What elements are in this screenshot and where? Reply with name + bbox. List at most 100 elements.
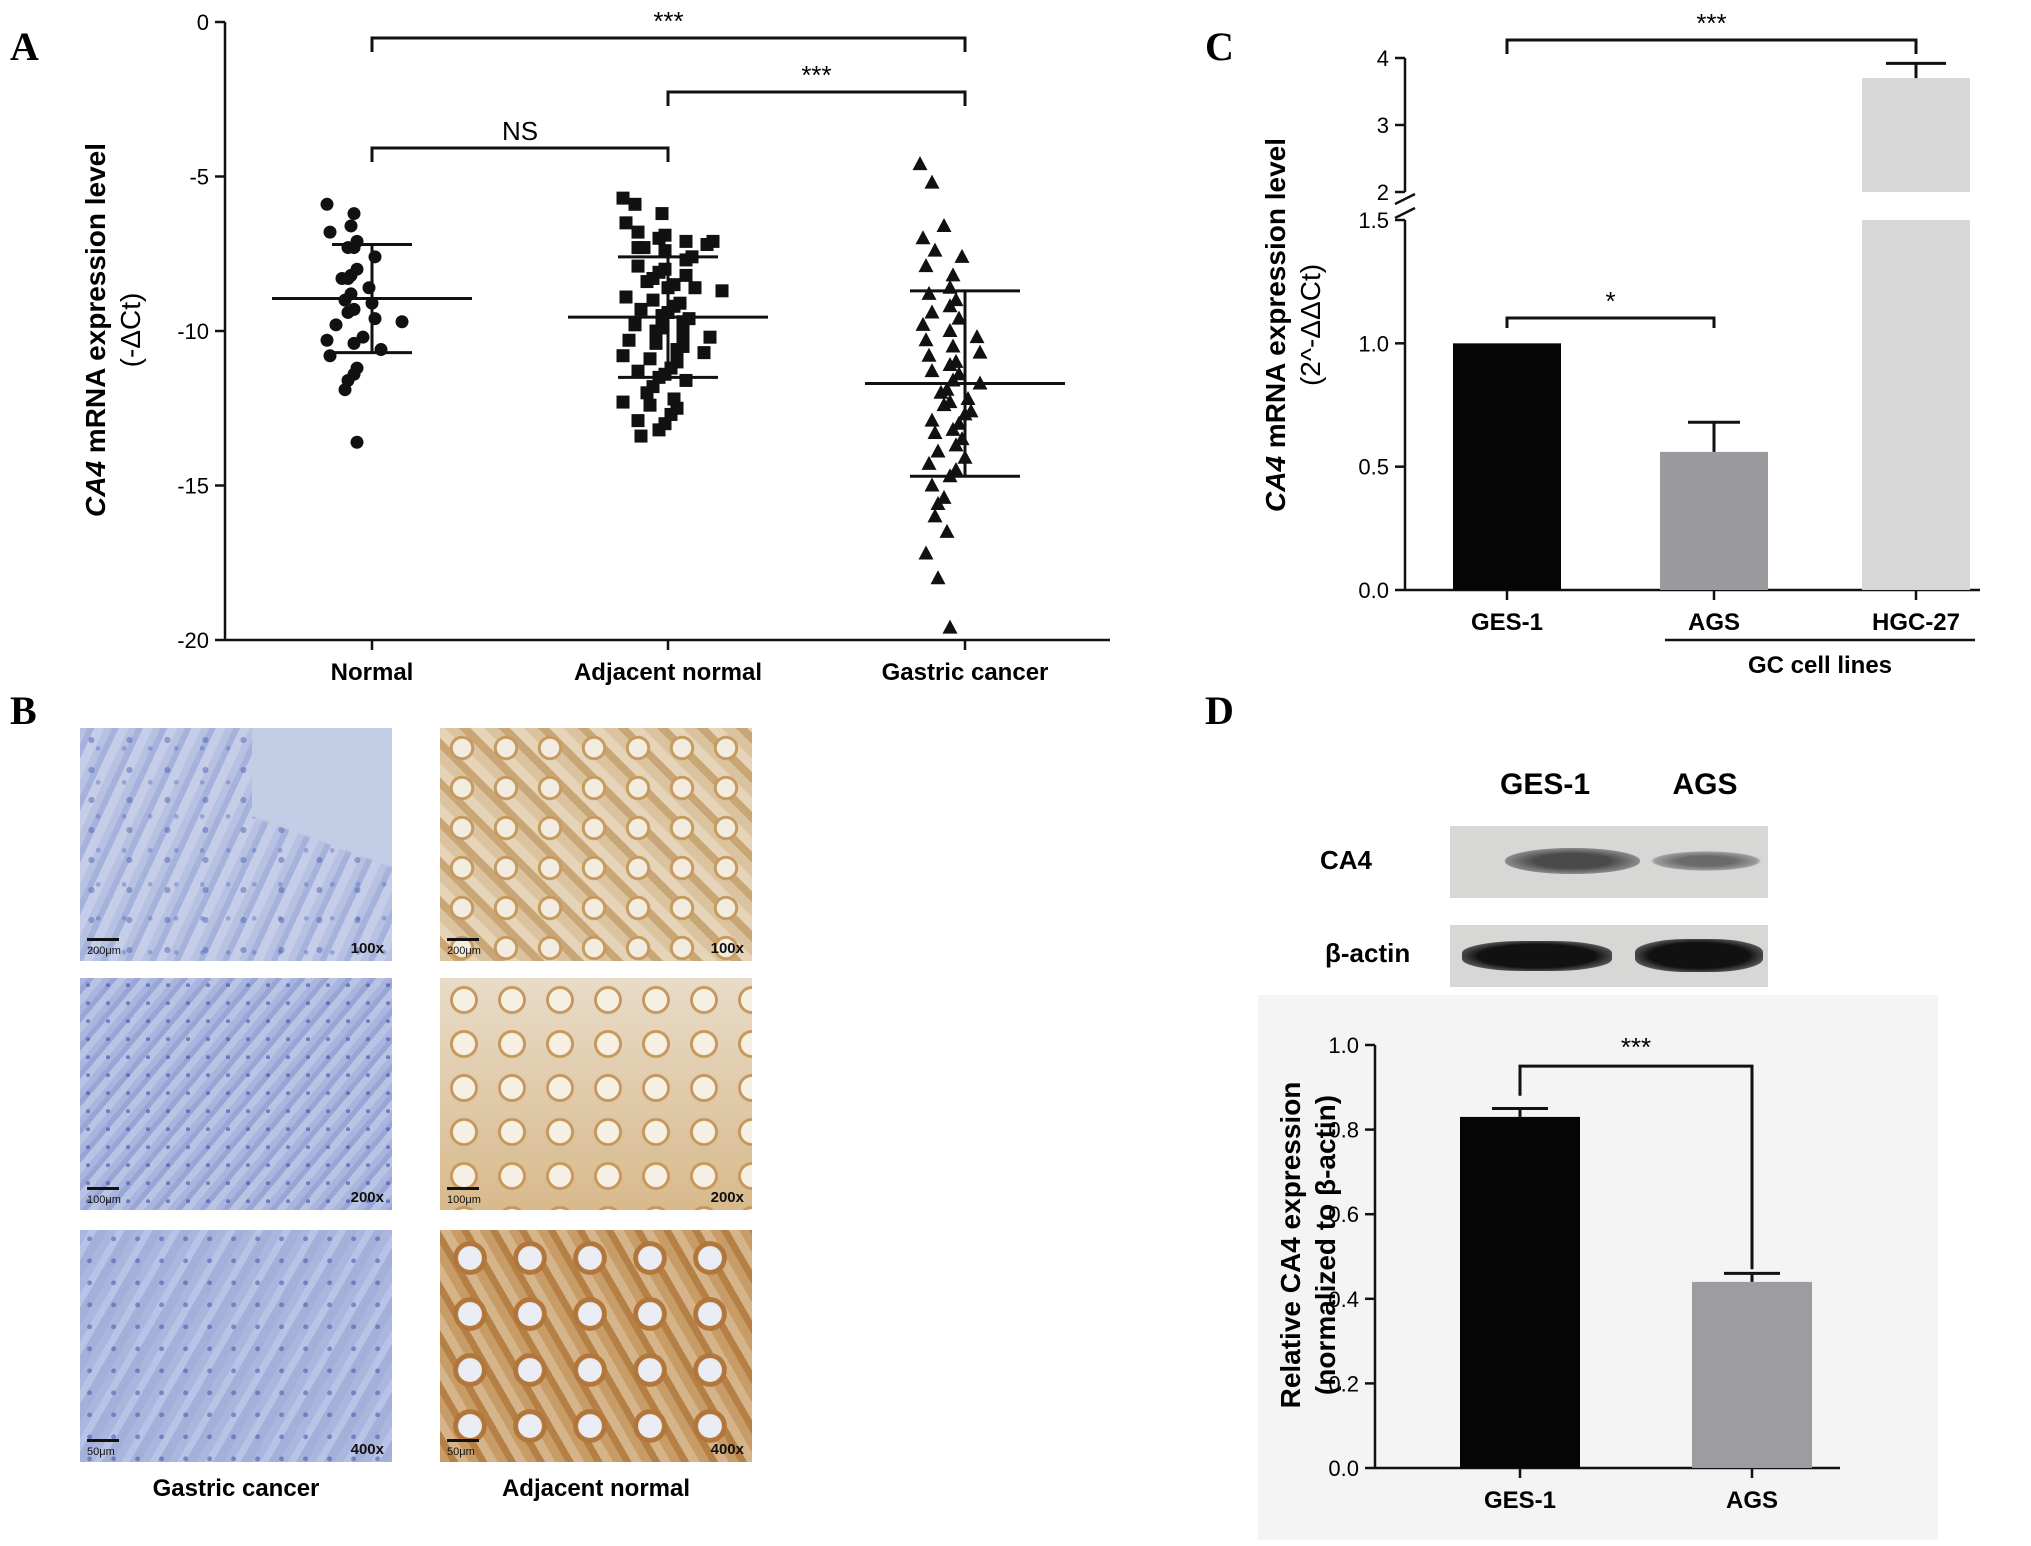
chart-c-sig-ges1-hgc27-bracket: [1505, 38, 1918, 54]
chart-c-ytick-label: 0.0: [1358, 578, 1389, 603]
chart-d-ylabel: Relative CA4 expression: [1275, 1082, 1306, 1409]
bar-hgc-27-lower: [1862, 220, 1970, 590]
blot-lane-label-ags: AGS: [1672, 768, 1738, 801]
point-adjacent-normal: [616, 395, 630, 409]
point-adjacent-normal: [631, 241, 645, 255]
chart-a-sig-normal-gc-label: ***: [653, 6, 683, 36]
point-normal: [368, 250, 382, 264]
point-adjacent-normal: [628, 197, 642, 211]
point-adjacent-normal: [622, 333, 636, 347]
chart-c-category-label: GES-1: [1471, 609, 1543, 636]
point-gastric-cancer: [945, 338, 961, 353]
point-gastric-cancer: [948, 437, 964, 452]
point-adjacent-normal: [616, 349, 630, 363]
blot-beta-actin-membrane: [1450, 925, 1768, 987]
chart-a-category-label: Adjacent normal: [574, 659, 762, 686]
point-adjacent-normal: [679, 268, 693, 282]
point-gastric-cancer: [930, 443, 946, 458]
point-adjacent-normal: [715, 284, 729, 298]
chart-c-ytick-label: 2: [1377, 180, 1389, 205]
chart-a-sig-ns-label: NS: [502, 116, 538, 146]
chart-c-axis-break-mark: [1394, 206, 1416, 220]
point-adjacent-normal: [676, 327, 690, 341]
band-beta-actin-ges1: [1462, 941, 1612, 971]
point-gastric-cancer: [915, 230, 931, 245]
point-gastric-cancer: [918, 545, 934, 560]
point-normal: [320, 197, 334, 211]
chart-d-category-label: AGS: [1726, 1487, 1778, 1514]
point-gastric-cancer: [930, 570, 946, 585]
chart-d-ytick-label: 0.2: [1328, 1371, 1359, 1396]
panel-label-c: C: [1205, 24, 1234, 69]
point-gastric-cancer: [915, 316, 931, 331]
chart-a-sig-adj-gc-label: ***: [801, 60, 831, 90]
point-adjacent-normal: [652, 423, 666, 437]
magnification-label: 200x: [710, 1189, 744, 1206]
point-normal: [320, 333, 334, 347]
chart-c-ylabel: CA4 mRNA expression level: [1260, 138, 1291, 512]
scale-label: 100μm: [447, 1194, 481, 1206]
scale-label: 100μm: [87, 1194, 121, 1206]
panel-label-d: D: [1205, 688, 1234, 733]
chart-d-ytick-label: 0.8: [1328, 1118, 1359, 1143]
chart-d-background: [1258, 995, 1938, 1540]
point-adjacent-normal: [655, 309, 669, 323]
micrograph-gastric-cancer-400x: 50μm 400x: [80, 1230, 392, 1462]
chart-c-sig-ges1-ags-bracket: [1505, 316, 1716, 328]
chart-c-category-label: AGS: [1688, 609, 1740, 636]
chart-a-sig-normal-gc-bracket: [370, 36, 967, 52]
chart-c-ytick-label: 4: [1377, 46, 1389, 71]
chart-a-category-label: Normal: [331, 659, 414, 686]
point-adjacent-normal: [646, 293, 660, 307]
point-normal: [350, 435, 364, 449]
chart-d-sig-bracket: [1518, 1064, 1754, 1270]
chart-c-group-label: GC cell lines: [1748, 652, 1892, 679]
panel-label-b: B: [10, 688, 37, 733]
chart-d-category-label: GES-1: [1484, 1487, 1556, 1514]
point-gastric-cancer: [927, 508, 943, 523]
point-gastric-cancer: [942, 323, 958, 337]
point-adjacent-normal: [697, 346, 711, 360]
chart-c-ytick-label: 1.5: [1358, 208, 1389, 233]
point-adjacent-normal: [703, 330, 717, 344]
point-adjacent-normal: [631, 414, 645, 428]
point-gastric-cancer: [927, 242, 943, 257]
blot-ca4-membrane: [1450, 826, 1768, 898]
point-gastric-cancer: [924, 174, 940, 189]
blot-row-label-beta-actin: β-actin: [1325, 938, 1411, 968]
point-gastric-cancer: [945, 421, 961, 436]
magnification-label: 200x: [350, 1189, 384, 1206]
point-adjacent-normal: [655, 207, 669, 221]
chart-c-ytick-label: 1.0: [1358, 331, 1389, 356]
point-normal: [338, 293, 352, 307]
chart-d-ytick-label: 0.0: [1328, 1456, 1359, 1481]
chart-c-category-label: HGC-27: [1872, 609, 1960, 636]
magnification-label: 400x: [350, 1441, 384, 1458]
scale-label: 200μm: [87, 945, 121, 957]
caption-gastric-cancer: Gastric cancer: [152, 1475, 320, 1502]
scatter-chart-a: 0 -5 -10 -15 -20 Normal Adjacent normal Gastric…: [177, 6, 1110, 686]
point-gastric-cancer: [924, 363, 940, 378]
bar-ags: [1660, 451, 1768, 590]
point-gastric-cancer: [951, 310, 967, 325]
point-adjacent-normal: [619, 216, 633, 230]
micrograph-gastric-cancer-200x: 100μm 200x: [80, 978, 392, 1210]
band-ca4-ags: [1650, 851, 1762, 871]
magnification-label: 100x: [350, 940, 384, 957]
point-adjacent-normal: [649, 324, 663, 338]
chart-a-sig-adj-gc-bracket: [666, 90, 967, 106]
chart-a-ytick-label: -15: [177, 474, 209, 499]
point-adjacent-normal: [652, 231, 666, 245]
point-gastric-cancer: [936, 397, 952, 412]
point-adjacent-normal: [658, 244, 672, 258]
point-normal: [335, 271, 349, 285]
micrograph-adjacent-normal-400x: 50μm 400x: [440, 1230, 752, 1462]
point-normal: [368, 312, 382, 326]
magnification-label: 400x: [710, 1441, 744, 1458]
scale-label: 50μm: [447, 1446, 475, 1458]
point-adjacent-normal: [688, 281, 702, 295]
point-gastric-cancer: [954, 248, 970, 263]
point-gastric-cancer: [930, 496, 946, 511]
band-beta-actin-ags: [1635, 939, 1763, 972]
bar-hgc-27-upper: [1862, 78, 1970, 192]
